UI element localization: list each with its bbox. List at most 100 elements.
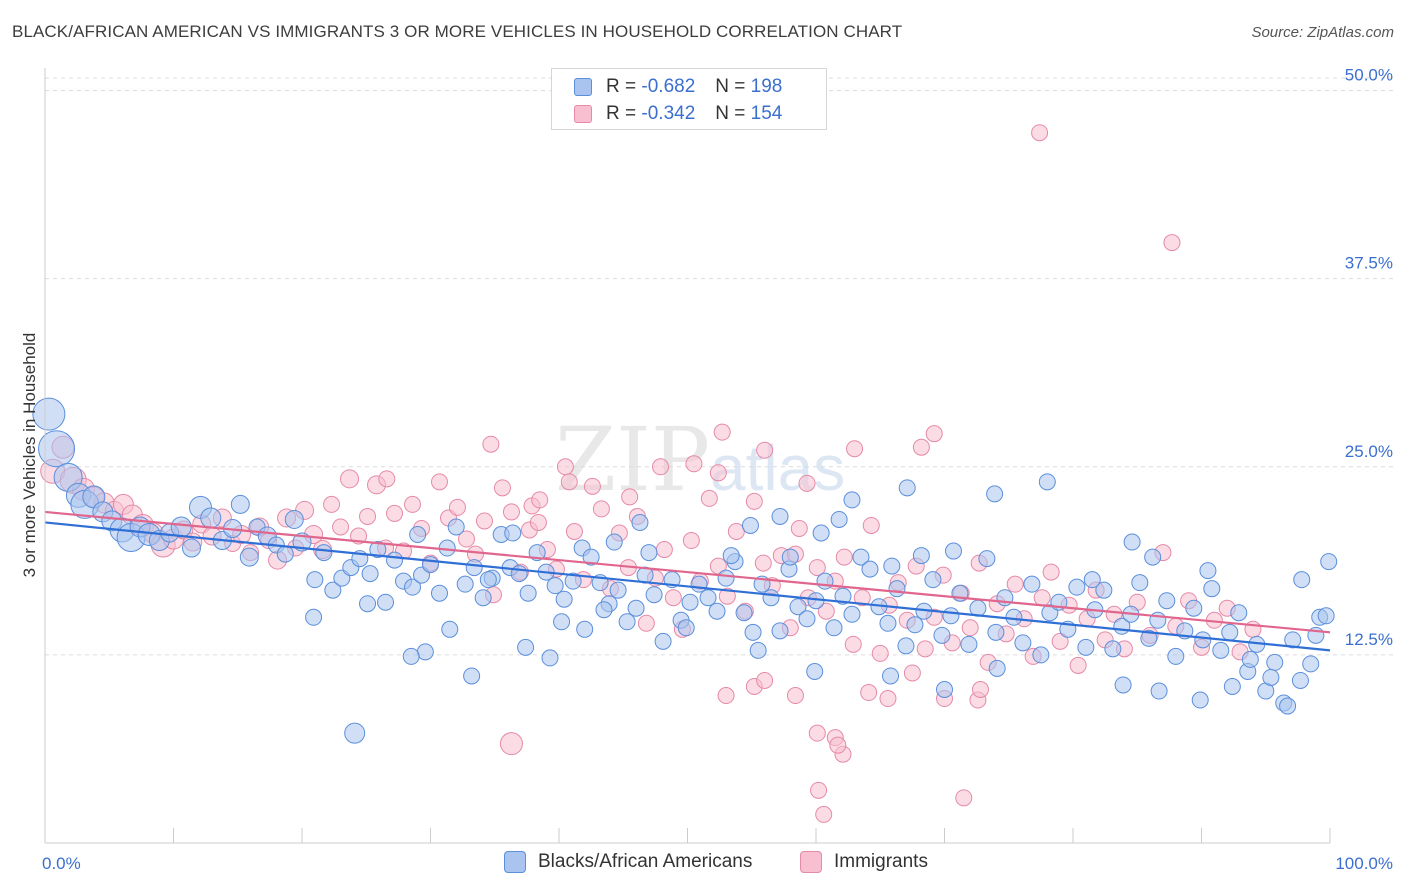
immigrants-point [798, 474, 816, 492]
blacks-point [402, 647, 420, 665]
immigrants-point [745, 492, 763, 510]
immigrants-point [1042, 563, 1060, 581]
blacks-point [1266, 653, 1284, 671]
blacks-point [843, 605, 861, 623]
blacks-point [230, 494, 250, 514]
blue-swatch [504, 851, 526, 873]
blacks-point [897, 637, 915, 655]
immigrants-point [810, 781, 828, 799]
immigrants-point [862, 516, 880, 534]
immigrants-point [756, 441, 774, 459]
blacks-point [1317, 607, 1335, 625]
blacks-trend-line [44, 521, 1331, 652]
blacks-point [631, 513, 649, 531]
blacks-point [369, 541, 387, 559]
blacks-point [749, 641, 767, 659]
blacks-point [735, 604, 753, 622]
immigrants-point [386, 504, 404, 522]
chart-title: BLACK/AFRICAN AMERICAN VS IMMIGRANTS 3 O… [12, 22, 903, 41]
immigrants-point [860, 684, 878, 702]
immigrants-point [925, 425, 943, 443]
x-tick-label: 0.0% [42, 854, 81, 873]
blacks-point [882, 667, 900, 685]
immigrants-point [844, 635, 862, 653]
immigrants-point [853, 589, 871, 607]
immigrants-point [482, 435, 500, 453]
blacks-point [1203, 580, 1221, 598]
blacks-point [284, 509, 304, 529]
immigrants-point [808, 559, 826, 577]
immigrants-point [912, 438, 930, 456]
immigrants-point [652, 458, 670, 476]
blacks-point [474, 589, 492, 607]
blacks-point [830, 510, 848, 528]
blacks-point [170, 516, 192, 538]
watermark-atlas: atlas [710, 432, 845, 504]
blacks-point [834, 587, 852, 605]
blacks-point [582, 548, 600, 566]
stats-row-blue: R = -0.682 N = 198 [574, 76, 782, 98]
blacks-point [879, 614, 897, 632]
blacks-point [717, 569, 735, 587]
immigrants-point [961, 619, 979, 637]
immigrants-point [529, 513, 547, 531]
legend-item-immigrants[interactable]: Immigrants [800, 851, 928, 873]
blacks-point [1150, 682, 1168, 700]
blacks-point [1023, 575, 1041, 593]
blacks-point [361, 565, 379, 583]
immigrants-point [655, 541, 673, 559]
blacks-point [1014, 634, 1032, 652]
immigrants-point [1069, 656, 1087, 674]
blacks-point [465, 559, 483, 577]
blacks-point [618, 613, 636, 631]
blacks-point [1032, 646, 1050, 664]
blacks-point [239, 547, 259, 567]
blacks-point [978, 550, 996, 568]
blacks-point [1194, 631, 1212, 649]
blacks-point [1083, 571, 1101, 589]
n-label: N = [715, 76, 746, 97]
blacks-point [936, 681, 953, 699]
legend-item-blacks[interactable]: Blacks/African Americans [504, 851, 752, 873]
immigrants-point [815, 805, 833, 823]
blacks-point [1230, 604, 1248, 622]
blacks-point [377, 593, 395, 611]
blacks-point [1223, 677, 1241, 695]
immigrants-point [817, 602, 835, 620]
blacks-point [181, 538, 201, 558]
immigrants-point [808, 724, 826, 742]
blacks-point [517, 638, 535, 656]
blacks-point [344, 722, 366, 744]
blacks-point [441, 620, 459, 638]
blacks-point [546, 577, 564, 595]
blacks-point [771, 622, 789, 640]
immigrants-point [727, 522, 745, 540]
blacks-point [1262, 668, 1280, 686]
immigrants-point [457, 530, 475, 548]
immigrants-point [790, 519, 808, 537]
immigrants-point [404, 495, 422, 513]
stats-legend: R = -0.682 N = 198 R = -0.342 N = 154 [551, 68, 827, 130]
legend-label-immigrants: Immigrants [834, 851, 928, 872]
blacks-point [1199, 562, 1217, 580]
blacks-point [888, 580, 906, 598]
blacks-point [200, 507, 222, 529]
blacks-point [386, 551, 404, 569]
blacks-point [306, 571, 324, 589]
immigrants-point [1163, 234, 1181, 252]
blacks-point [605, 533, 623, 551]
blacks-point [609, 581, 627, 599]
immigrants-point [499, 732, 523, 756]
blacks-point [1140, 629, 1158, 647]
immigrants-point [709, 464, 727, 482]
immigrants-point [916, 640, 934, 658]
blacks-point [645, 586, 663, 604]
blacks-point [1320, 553, 1338, 571]
blacks-point [1068, 578, 1086, 596]
immigrants-point [955, 789, 973, 807]
blacks-point [861, 560, 879, 578]
immigrants-point [359, 507, 377, 525]
immigrants-point [754, 554, 772, 572]
blacks-point [1241, 650, 1259, 668]
stats-row-pink: R = -0.342 N = 154 [574, 103, 782, 125]
